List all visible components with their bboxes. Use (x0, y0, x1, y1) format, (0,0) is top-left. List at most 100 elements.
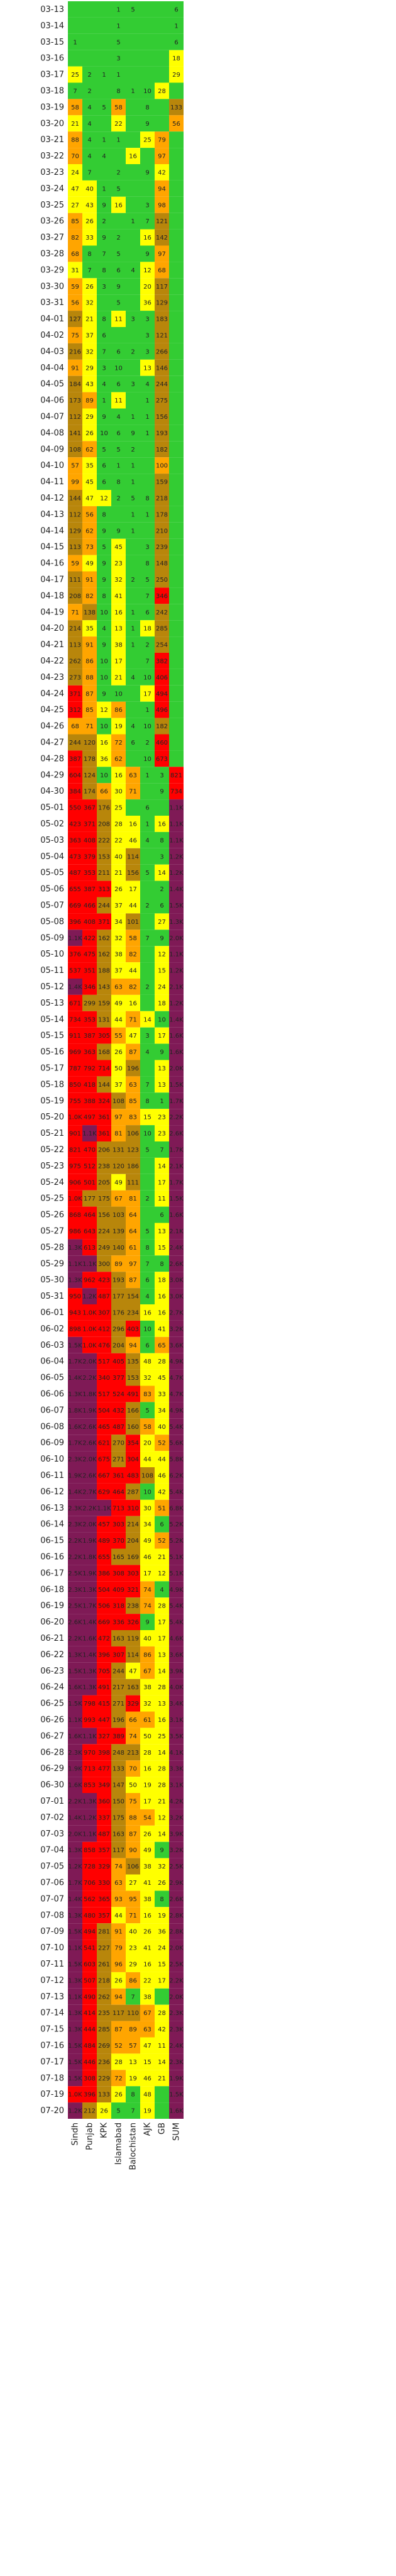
heatmap-cell (155, 897, 169, 914)
heatmap-cell (169, 1662, 184, 1679)
heatmap-cell (82, 587, 97, 604)
cell-value: 5.2K (169, 1521, 184, 1528)
cell-value: 38 (143, 1684, 151, 1691)
cell-value: 21 (71, 121, 79, 128)
cell-value: 422 (84, 935, 96, 942)
heatmap-cell (68, 490, 82, 506)
heatmap-cell (68, 1711, 82, 1728)
heatmap-cell (68, 913, 82, 930)
heatmap-cell (82, 1272, 97, 1289)
heatmap-cell (155, 1304, 169, 1321)
heatmap-cell (140, 1255, 155, 1272)
heatmap-cell (82, 701, 97, 718)
cell-value: 1 (131, 218, 135, 225)
cell-value: 1.0K (68, 2092, 82, 2099)
cell-value: 4 (102, 381, 106, 388)
cell-value: 58 (129, 935, 137, 942)
cell-value: 8 (145, 1098, 149, 1105)
heatmap-cell (82, 1157, 97, 1174)
heatmap-cell (169, 1369, 184, 1386)
heatmap-cell (111, 1272, 126, 1289)
heatmap-cell (68, 1125, 82, 1141)
heatmap-cell (68, 311, 82, 327)
heatmap-cell (126, 1043, 140, 1060)
cell-value: 1.4K (68, 1814, 82, 1821)
cell-value: 117 (156, 284, 168, 291)
heatmap-cell (97, 1662, 111, 1679)
heatmap-cell (140, 1483, 155, 1500)
heatmap-cell (82, 2070, 97, 2087)
cell-value: 159 (98, 1000, 110, 1007)
cell-value: 3.6K (169, 1342, 184, 1349)
cell-value: 2.1K (169, 984, 184, 991)
heatmap-cell (140, 1711, 155, 1728)
cell-value: 3.3K (169, 1766, 184, 1773)
heatmap-cell (169, 408, 184, 425)
cell-value: 52 (158, 1440, 166, 1447)
cell-value: 86 (114, 707, 123, 714)
heatmap-cell (97, 1272, 111, 1289)
cell-value: 2.5K (68, 1570, 82, 1577)
heatmap-cell (68, 701, 82, 718)
cell-value: 168 (98, 1049, 110, 1056)
heatmap-cell (111, 1402, 126, 1419)
heatmap-cell (111, 1923, 126, 1940)
row-label: 04-17 (40, 575, 64, 584)
cell-value: 63 (114, 984, 123, 991)
cell-value: 244 (156, 381, 168, 388)
cell-value: 1 (116, 6, 120, 13)
cell-value: 2.6K (82, 1424, 97, 1431)
heatmap-cell (97, 1435, 111, 1452)
cell-value: 1.1K (68, 1717, 82, 1724)
cell-value: 13 (158, 1652, 166, 1658)
cell-value: 28 (158, 2010, 166, 2017)
cell-value: 10 (100, 430, 108, 437)
cell-value: 42 (158, 1489, 166, 1496)
cell-value: 6.8K (169, 1505, 184, 1512)
heatmap-cell (169, 1614, 184, 1630)
heatmap-cell (68, 1288, 82, 1304)
cell-value: 1.4K (82, 1619, 97, 1626)
row-label: 07-19 (40, 2090, 64, 2099)
heatmap-cell (82, 82, 97, 99)
heatmap-cell (140, 229, 155, 246)
heatmap-cell (68, 1239, 82, 1256)
heatmap-cell (140, 783, 155, 800)
heatmap-cell (155, 571, 169, 588)
heatmap-cell (111, 1157, 126, 1174)
heatmap-cell (82, 1597, 97, 1614)
cell-value: 491 (98, 1684, 110, 1691)
cell-value: 2 (145, 984, 149, 991)
heatmap-cell (82, 669, 97, 686)
heatmap-cell (82, 1825, 97, 1842)
cell-value: 517 (98, 1391, 110, 1398)
heatmap-cell (82, 962, 97, 979)
heatmap-cell (126, 2021, 140, 2038)
cell-value: 160 (127, 1424, 139, 1431)
cell-value: 45 (85, 479, 94, 486)
heatmap-cell (82, 1809, 97, 1826)
heatmap-cell (155, 1695, 169, 1712)
heatmap-cell (155, 33, 169, 50)
cell-value: 16 (158, 821, 166, 828)
cell-value: 2.5K (169, 1863, 184, 1870)
heatmap-cell (169, 897, 184, 914)
heatmap-cell (97, 1679, 111, 1696)
cell-value: 23 (129, 1945, 137, 1952)
heatmap-cell (155, 1581, 169, 1598)
heatmap-cell (111, 1646, 126, 1663)
cell-value: 67 (143, 2010, 151, 2017)
cell-value: 50 (129, 1782, 137, 1789)
heatmap-cell (68, 1157, 82, 1174)
heatmap-cell (155, 2021, 169, 2038)
cell-value: 1.7K (68, 1880, 82, 1887)
cell-value: 1.1K (82, 1261, 97, 1268)
row-label: 07-02 (40, 1813, 64, 1823)
cell-value: 28 (158, 1358, 166, 1365)
row-label: 05-12 (40, 982, 64, 992)
cell-value: 32 (85, 300, 94, 307)
heatmap-cell (97, 1890, 111, 1907)
cell-value: 506 (98, 1603, 110, 1610)
heatmap-cell (82, 1548, 97, 1565)
heatmap-cell (82, 490, 97, 506)
